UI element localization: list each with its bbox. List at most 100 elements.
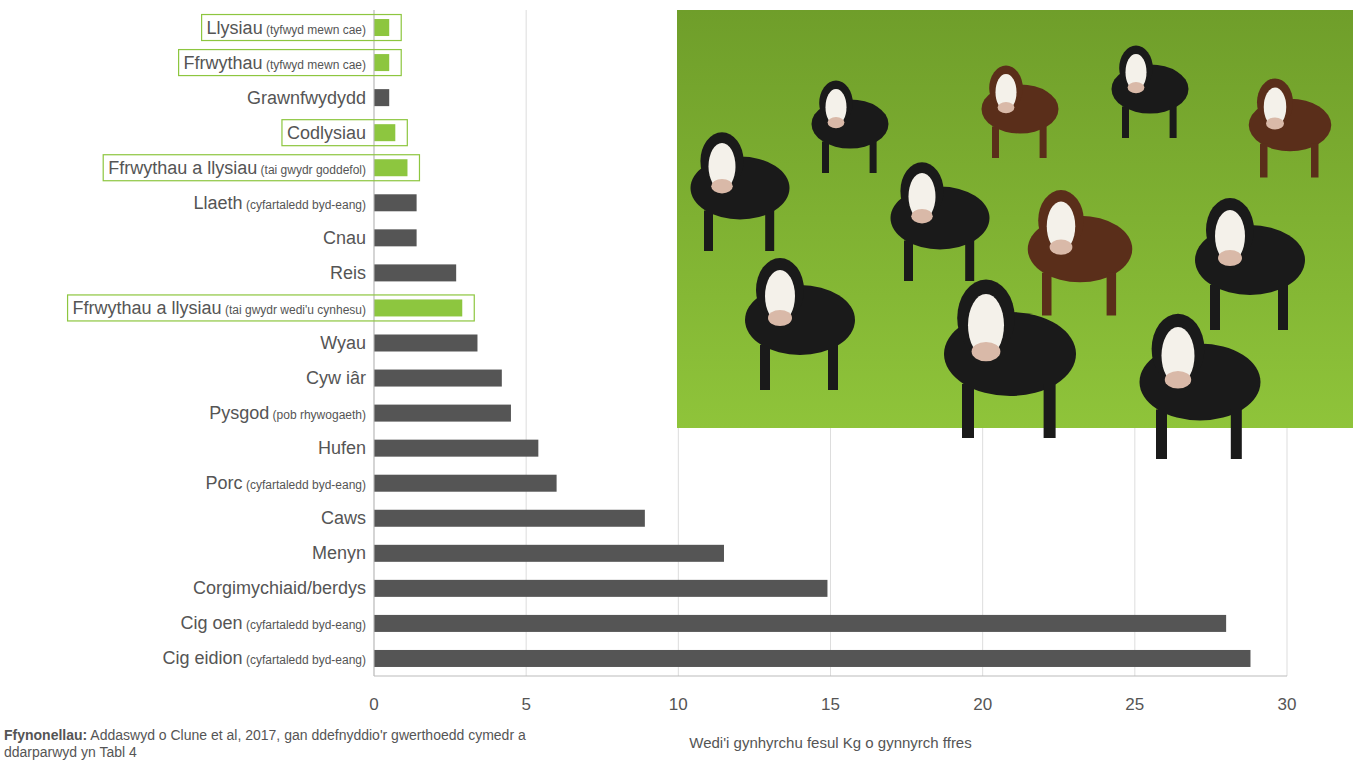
bar <box>374 159 407 176</box>
bar <box>374 124 395 141</box>
highlight-box <box>282 120 407 146</box>
tick-label: 15 <box>821 695 840 714</box>
label-main: Codlysiau <box>287 123 366 143</box>
label-main: Llaeth <box>194 193 243 213</box>
tick-label: 20 <box>973 695 992 714</box>
grid-line <box>374 10 375 676</box>
axis-title: Wedi'i gynhyrchu fesul Kg o gynnyrch ffr… <box>689 734 971 751</box>
category-label: Reis <box>330 263 366 283</box>
label-main: Ffrwythau <box>184 53 263 73</box>
bar <box>374 545 724 562</box>
label-main: Cig eidion <box>163 648 243 668</box>
category-label: Hufen <box>318 438 366 458</box>
tick-label: 0 <box>369 695 378 714</box>
tick-label: 5 <box>521 695 530 714</box>
label-note: (tai gwydr wedi'u cynhesu) <box>222 303 366 317</box>
label-main: Menyn <box>312 543 366 563</box>
label-note: (cyfartaledd byd-eang) <box>243 478 366 492</box>
category-label: Porc (cyfartaledd byd-eang) <box>206 473 366 493</box>
cow <box>812 81 889 173</box>
category-label: Cyw iâr <box>306 368 366 388</box>
bar <box>374 370 502 387</box>
cow <box>1249 79 1332 178</box>
category-label: Corgimychiaid/berdys <box>193 578 366 598</box>
cow <box>982 66 1059 158</box>
label-main: Ffrwythau a llysiau <box>73 298 222 318</box>
highlight-box <box>68 295 475 321</box>
category-label: Cig eidion (cyfartaledd byd-eang) <box>163 648 366 668</box>
cow <box>745 258 855 390</box>
label-main: Hufen <box>318 438 366 458</box>
bar <box>374 580 827 597</box>
category-labels: Llysiau (tyfwyd mewn cae)Ffrwythau (tyfw… <box>68 15 475 669</box>
cow <box>944 280 1076 438</box>
label-note: (tyfwyd mewn cae) <box>263 23 366 37</box>
highlight-box <box>202 15 402 41</box>
cow <box>691 132 790 251</box>
category-label: Codlysiau <box>287 123 366 143</box>
label-main: Porc <box>206 473 243 493</box>
highlight-box <box>103 155 419 181</box>
category-label: Cnau <box>323 228 366 248</box>
bar <box>374 650 1250 667</box>
category-label: Llysiau (tyfwyd mewn cae) <box>207 18 366 38</box>
bar <box>374 615 1226 632</box>
bar <box>374 54 389 71</box>
label-main: Cnau <box>323 228 366 248</box>
category-label: Cig oen (cyfartaledd byd-eang) <box>181 613 366 633</box>
chart: 0 5 10 15 20 25 30 Wedi'i gynhyrchu fesul Kg o … <box>0 0 1359 764</box>
category-label: Menyn <box>312 543 366 563</box>
label-main: Ffrwythau a llysiau <box>108 158 257 178</box>
label-note: (cyfartaledd byd-eang) <box>243 618 366 632</box>
photo <box>677 10 1353 459</box>
source: Ffynonellau: Addaswyd o Clune et al, 201… <box>4 727 526 760</box>
label-main: Cig oen <box>181 613 243 633</box>
tick-label: 30 <box>1278 695 1297 714</box>
bar <box>374 19 389 36</box>
bar <box>374 510 645 527</box>
label-note: (cyfartaledd byd-eang) <box>243 653 366 667</box>
tick-label: 25 <box>1125 695 1144 714</box>
label-note: (tai gwydr goddefol) <box>257 163 366 177</box>
bar <box>374 440 538 457</box>
photo-ground <box>677 10 1353 428</box>
label-main: Grawnfwydydd <box>247 88 366 108</box>
cow <box>891 162 990 281</box>
cow <box>1195 198 1305 330</box>
label-main: Llysiau <box>207 18 263 38</box>
label-main: Caws <box>321 508 366 528</box>
bar <box>374 264 456 281</box>
label-main: Pysgod <box>209 403 269 423</box>
highlight-box <box>179 50 402 76</box>
category-label: Caws <box>321 508 366 528</box>
category-label: Llaeth (cyfartaledd byd-eang) <box>194 193 366 213</box>
label-note: (cyfartaledd byd-eang) <box>243 198 366 212</box>
bar <box>374 475 557 492</box>
bars <box>374 19 1250 667</box>
cow <box>1112 46 1189 138</box>
category-label: Pysgod (pob rhywogaeth) <box>209 403 366 423</box>
x-axis <box>374 676 1287 677</box>
bar <box>374 229 417 246</box>
cow <box>1140 314 1261 459</box>
cow <box>1028 190 1133 315</box>
label-main: Wyau <box>320 333 366 353</box>
label-main: Corgimychiaid/berdys <box>193 578 366 598</box>
tick-label: 10 <box>669 695 688 714</box>
category-label: Ffrwythau (tyfwyd mewn cae) <box>184 53 366 73</box>
grid-line <box>526 10 527 676</box>
category-label: Ffrwythau a llysiau (tai gwydr goddefol) <box>108 158 366 178</box>
category-label: Grawnfwydydd <box>247 88 366 108</box>
label-note: (pob rhywogaeth) <box>269 408 366 422</box>
label-main: Cyw iâr <box>306 368 366 388</box>
y-axis <box>374 10 375 676</box>
label-main: Reis <box>330 263 366 283</box>
label-note: (tyfwyd mewn cae) <box>263 58 366 72</box>
bar <box>374 335 477 352</box>
bar <box>374 194 417 211</box>
category-label: Wyau <box>320 333 366 353</box>
bar <box>374 299 462 316</box>
bar <box>374 89 389 106</box>
bar <box>374 405 511 422</box>
category-label: Ffrwythau a llysiau (tai gwydr wedi'u cy… <box>73 298 366 318</box>
